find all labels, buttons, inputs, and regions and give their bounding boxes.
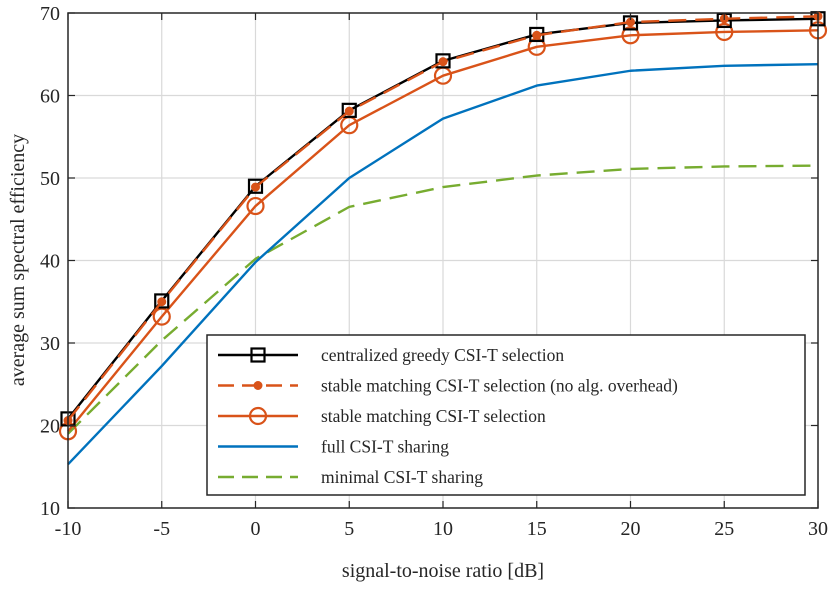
data-point-marker <box>621 26 640 45</box>
x-tick-label: 20 <box>621 518 641 540</box>
series-line <box>67 164 819 435</box>
data-point-marker <box>341 102 357 118</box>
y-tick-label: 60 <box>40 86 60 108</box>
legend-label: full CSI-T sharing <box>321 437 449 457</box>
series-line <box>67 29 819 433</box>
y-tick-label: 10 <box>40 498 60 520</box>
y-axis-label: average sum spectral efficiency <box>7 134 29 386</box>
data-point-marker <box>251 182 260 192</box>
y-tick-label: 50 <box>40 168 60 190</box>
x-tick-label: 25 <box>714 518 734 540</box>
series-4 <box>67 62 819 466</box>
data-point-marker <box>344 106 354 116</box>
data-point-marker <box>152 307 171 326</box>
y-tick-label: 70 <box>40 3 60 25</box>
legend-item: minimal CSI-T sharing <box>218 467 483 487</box>
legend-item: stable matching CSI-T selection (no alg.… <box>218 376 678 396</box>
x-tick-label: 15 <box>527 518 547 540</box>
data-point-marker <box>154 293 170 309</box>
data-point-marker <box>157 297 167 307</box>
data-point-marker <box>247 178 264 194</box>
data-point-marker <box>532 30 542 40</box>
data-point-marker <box>715 22 734 42</box>
legend-label: stable matching CSI-T selection <box>321 406 546 426</box>
x-tick-label: 5 <box>344 518 354 540</box>
legend-label: stable matching CSI-T selection (no alg.… <box>321 376 678 396</box>
legend-marker-sample <box>248 406 268 426</box>
y-tick-label: 20 <box>40 416 60 438</box>
legend: centralized greedy CSI-T selection stable… <box>206 334 806 496</box>
legend-label: minimal CSI-T sharing <box>321 467 483 487</box>
x-tick-label: -10 <box>55 518 82 540</box>
series-group <box>58 11 828 466</box>
x-tick-label: 10 <box>433 518 453 540</box>
legend-item: stable matching CSI-T selection <box>218 406 546 426</box>
legend-label: centralized greedy CSI-T selection <box>321 345 564 365</box>
axis-ticks: -10 -5 0 5 10 15 20 25 30 10 20 30 40 50 60 70 <box>40 3 828 540</box>
series-5 <box>67 164 819 435</box>
x-tick-label: 0 <box>251 518 261 540</box>
x-tick-label: -5 <box>153 518 170 540</box>
y-tick-label: 30 <box>40 333 60 355</box>
legend-marker-sample <box>253 381 263 390</box>
x-tick-label: 30 <box>808 518 828 540</box>
legend-box <box>206 334 806 496</box>
legend-marker-sample <box>250 347 266 363</box>
legend-item: full CSI-T sharing <box>218 437 449 457</box>
x-axis-label: signal-to-noise ratio [dB] <box>342 560 544 582</box>
data-point-marker <box>246 196 265 216</box>
series-line <box>67 62 819 466</box>
data-point-marker <box>438 57 448 67</box>
legend-items: centralized greedy CSI-T selection stable… <box>218 345 678 487</box>
data-point-marker <box>435 53 451 69</box>
legend-item: centralized greedy CSI-T selection <box>218 345 564 365</box>
series-3 <box>58 21 828 441</box>
y-tick-label: 40 <box>40 251 60 273</box>
